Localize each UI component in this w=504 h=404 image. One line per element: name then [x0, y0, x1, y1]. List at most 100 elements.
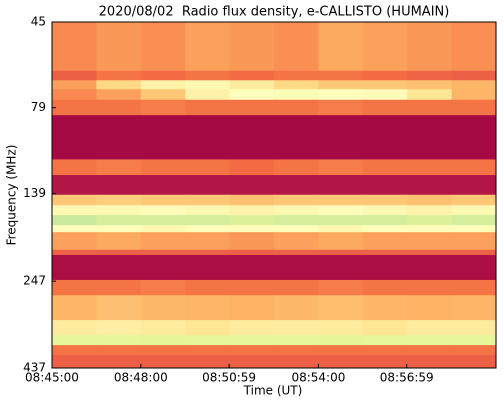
heatmap-cell	[185, 89, 231, 101]
heatmap-cell	[362, 175, 408, 196]
heatmap-cell	[407, 279, 453, 296]
heatmap-cell	[52, 99, 97, 116]
heatmap-cell	[52, 115, 97, 160]
x-tick-label: 08:56:59	[380, 371, 434, 385]
heatmap-cell	[229, 295, 275, 321]
heatmap-cell	[52, 194, 97, 206]
heatmap-cell	[52, 232, 97, 251]
heatmap-cell	[274, 295, 319, 321]
heatmap-cell	[185, 255, 231, 281]
heatmap-cell	[229, 249, 275, 256]
heatmap-cell	[318, 215, 364, 226]
heatmap-cell	[362, 99, 408, 116]
heatmap-cell	[407, 99, 453, 116]
heatmap-cell	[52, 70, 97, 81]
heatmap-cell	[52, 255, 97, 281]
heatmap-cell	[185, 215, 231, 226]
heatmap-cell	[451, 99, 497, 116]
heatmap-cell	[229, 215, 275, 226]
heatmap-cell	[229, 115, 275, 160]
heatmap-cell	[140, 70, 186, 81]
heatmap-cell	[140, 80, 186, 90]
heatmap-cell	[274, 345, 319, 356]
heatmap-cell	[274, 115, 319, 160]
y-tick-label: 79	[31, 100, 46, 114]
heatmap-cell	[229, 22, 275, 72]
heatmap-cell	[362, 232, 408, 251]
heatmap-cell	[140, 194, 186, 206]
heatmap-cell	[52, 354, 97, 369]
heatmap-cell	[362, 159, 408, 176]
heatmap-cell	[52, 335, 97, 346]
heatmap-cell	[185, 194, 231, 206]
x-tick-label: 08:50:59	[202, 371, 256, 385]
heatmap-cell	[140, 115, 186, 160]
heatmap-cell	[407, 205, 453, 216]
heatmap-cell	[451, 70, 497, 81]
y-tick-label: 45	[31, 15, 46, 29]
heatmap-cell	[318, 22, 364, 72]
heatmap-cell	[229, 279, 275, 296]
heatmap-cell	[451, 232, 497, 251]
heatmap-cell	[185, 354, 231, 369]
heatmap-cell	[318, 80, 364, 90]
heatmap-cell	[274, 249, 319, 256]
heatmap-cell	[52, 175, 97, 196]
heatmap-cell	[451, 225, 497, 233]
heatmap-cell	[185, 232, 231, 251]
heatmap-cell	[229, 255, 275, 281]
heatmap-cell	[185, 80, 231, 90]
y-axis-label: Frequency (MHz)	[5, 145, 19, 246]
heatmap-cell	[274, 255, 319, 281]
heatmap-cell	[362, 115, 408, 160]
heatmap-cell	[274, 279, 319, 296]
heatmap-cell	[96, 345, 142, 356]
heatmap-cell	[451, 80, 497, 90]
heatmap-cell	[407, 115, 453, 160]
heatmap-cell	[318, 255, 364, 281]
heatmap-cell	[451, 279, 497, 296]
heatmap-cell	[362, 354, 408, 369]
heatmap-cell	[52, 80, 97, 90]
heatmap-cell	[318, 89, 364, 101]
heatmap-cell	[229, 354, 275, 369]
heatmap-cell	[318, 232, 364, 251]
heatmap-cell	[229, 70, 275, 81]
heatmap-cell	[52, 249, 97, 256]
heatmap-cell	[52, 89, 97, 101]
heatmap-cell	[318, 345, 364, 356]
heatmap-cell	[451, 354, 497, 369]
heatmap-cell	[96, 159, 142, 176]
heatmap-cell	[52, 22, 97, 72]
heatmap-cell	[362, 70, 408, 81]
heatmap-cell	[274, 89, 319, 101]
heatmap-cell	[96, 279, 142, 296]
heatmap-cell	[140, 89, 186, 101]
heatmap-cell	[451, 320, 497, 336]
heatmap-cell	[451, 194, 497, 206]
heatmap-cell	[52, 159, 97, 176]
heatmap-cell	[318, 115, 364, 160]
heatmap-cell	[407, 80, 453, 90]
heatmap-cell	[96, 205, 142, 216]
heatmap-cell	[362, 89, 408, 101]
heatmap-cell	[318, 279, 364, 296]
heatmap-cell	[96, 175, 142, 196]
heatmap-cell	[140, 225, 186, 233]
x-axis-label: Time (UT)	[243, 384, 303, 398]
heatmap-cell	[185, 175, 231, 196]
heatmap-cell	[229, 99, 275, 116]
heatmap-cell	[229, 175, 275, 196]
heatmap-cell	[407, 215, 453, 226]
y-tick-label: 437	[23, 361, 46, 375]
heatmap-cell	[96, 354, 142, 369]
heatmap-cell	[451, 335, 497, 346]
heatmap-cell	[407, 89, 453, 101]
heatmap-cell	[407, 345, 453, 356]
heatmap-cell	[140, 159, 186, 176]
heatmap-cell	[362, 295, 408, 321]
heatmap-cell	[140, 99, 186, 116]
x-tick-label: 08:54:00	[291, 371, 345, 385]
heatmap-cell	[362, 335, 408, 346]
